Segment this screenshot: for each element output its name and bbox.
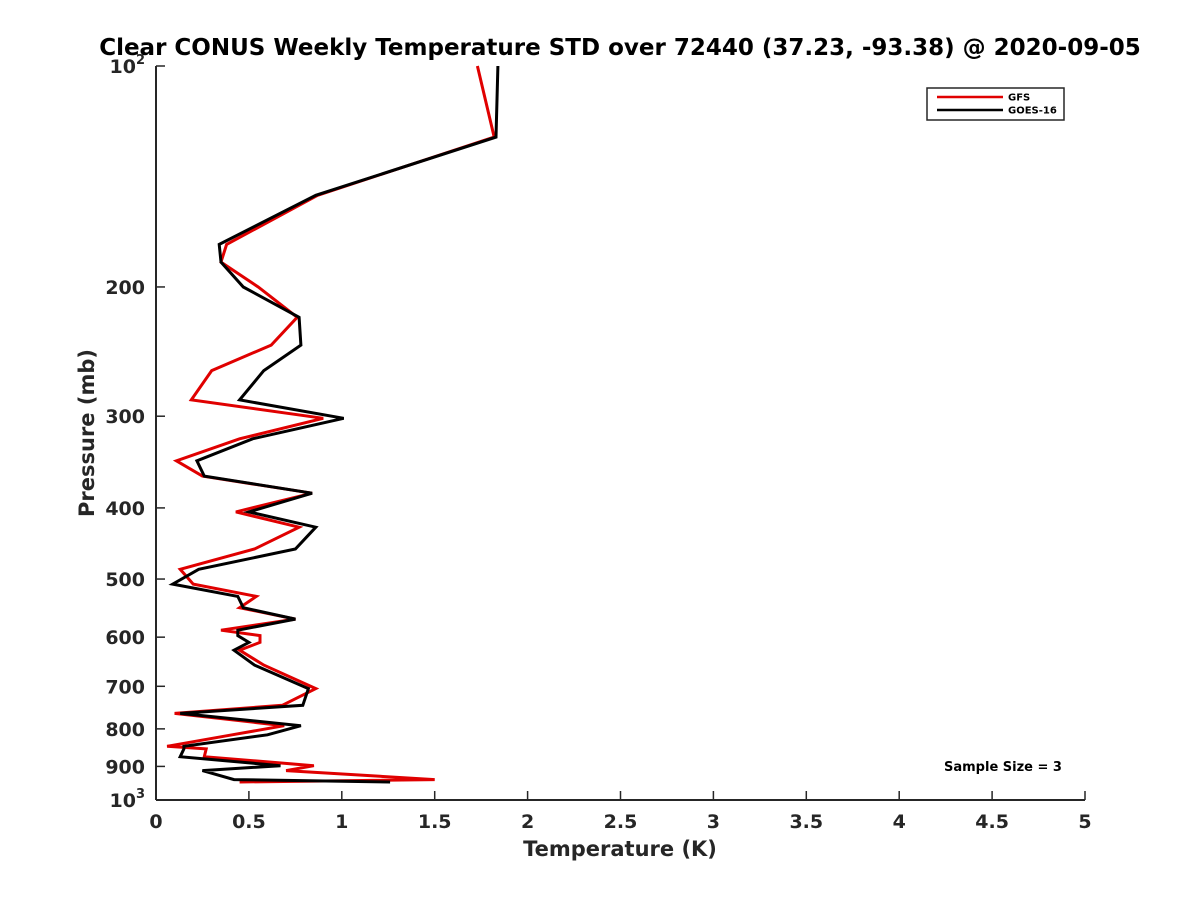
- x-tick-label: 3.5: [789, 811, 823, 833]
- y-tick-label: 103: [110, 787, 146, 812]
- x-tick-label: 0.5: [232, 811, 266, 833]
- legend: GFS GOES-16: [926, 87, 1065, 121]
- y-tick-label: 700: [105, 676, 145, 698]
- series-line-gfs: [166, 65, 496, 784]
- y-tick-label: 600: [105, 627, 145, 649]
- y-tick-label: 800: [105, 719, 145, 741]
- x-tick-label: 5: [1078, 811, 1091, 833]
- legend-label-goes-16: GOES-16: [1008, 106, 1057, 117]
- y-tick-label: 300: [105, 406, 145, 428]
- x-tick-label: 4.5: [975, 811, 1009, 833]
- x-tick-label: 1: [335, 811, 348, 833]
- y-tick-label: 400: [105, 498, 145, 520]
- chart-title: Clear CONUS Weekly Temperature STD over …: [99, 35, 1141, 61]
- x-ticks: 0 0.5 1 1.5 2 2.5 3 3.5 4 4.5 5: [149, 791, 1092, 833]
- y-tick-label: 500: [105, 569, 145, 591]
- series-layer: [166, 65, 500, 784]
- x-axis-label: Temperature (K): [523, 837, 717, 861]
- x-tick-label: 1.5: [418, 811, 452, 833]
- legend-box: [926, 87, 1065, 121]
- y-axis-label: Pressure (mb): [75, 349, 99, 517]
- x-tick-label: 0: [149, 811, 162, 833]
- x-tick-label: 4: [893, 811, 906, 833]
- y-tick-label: 200: [105, 277, 145, 299]
- series-line-goes-16: [168, 65, 500, 784]
- y-tick-label: 900: [105, 756, 145, 778]
- sample-size-annotation: Sample Size = 3: [944, 760, 1062, 775]
- x-tick-label: 2: [521, 811, 534, 833]
- y-ticks: 102 200 300 400 500 600 700 800 900 103: [105, 53, 165, 812]
- y-tick-label: 102: [110, 53, 146, 78]
- x-tick-label: 3: [707, 811, 720, 833]
- x-tick-label: 2.5: [604, 811, 638, 833]
- legend-label-gfs: GFS: [1008, 93, 1030, 104]
- plot-area: [156, 66, 1085, 800]
